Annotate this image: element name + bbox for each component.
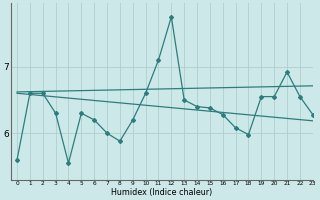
X-axis label: Humidex (Indice chaleur): Humidex (Indice chaleur): [111, 188, 212, 197]
